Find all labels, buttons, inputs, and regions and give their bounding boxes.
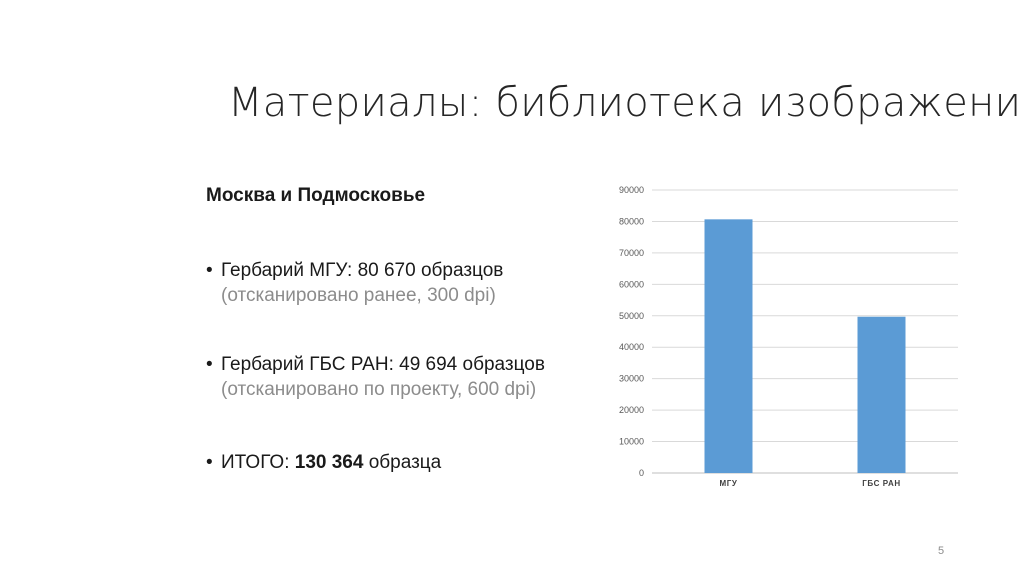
bullet-note-text: (отсканировано по проекту, 600 dpi) [221,379,537,400]
bullet-dot: • [206,354,213,375]
total-suffix: образца [363,452,442,473]
bullet-item-msu: • Гербарий МГУ: 80 670 образцов (отскани… [206,258,606,308]
x-category-label: ГБС РАН [862,479,901,488]
y-tick-label: 80000 [619,216,644,226]
bullet-main-text: Гербарий ГБС РАН: 49 694 образцов [221,354,545,375]
y-tick-label: 90000 [619,185,644,195]
y-tick-label: 30000 [619,374,644,384]
bullet-item-total: • ИТОГО: 130 364 образца [206,450,606,475]
bar [857,316,906,473]
bullet-item-gbs: • Гербарий ГБС РАН: 49 694 образцов (отс… [206,352,606,402]
total-prefix: ИТОГО: [221,452,295,473]
bullet-note-text: (отсканировано ранее, 300 dpi) [221,285,496,306]
bullet-total-text: ИТОГО: 130 364 образца [221,450,606,475]
y-tick-label: 70000 [619,248,644,258]
bullet-dot: • [206,260,213,281]
bullet-dot: • [206,452,213,473]
y-tick-label: 40000 [619,342,644,352]
y-tick-label: 20000 [619,405,644,415]
bar [704,219,753,473]
section-subheading: Москва и Подмосковье [206,185,426,206]
page-number: 5 [938,545,945,557]
bullet-main-text: Гербарий МГУ: 80 670 образцов [221,260,504,281]
total-value: 130 364 [294,452,364,473]
y-tick-label: 10000 [619,437,644,447]
slide-title: Материалы: библиотека изображений [228,80,1024,126]
y-tick-label: 0 [639,468,644,478]
y-tick-label: 50000 [619,311,644,321]
y-tick-label: 60000 [619,279,644,289]
x-category-label: МГУ [720,479,738,488]
